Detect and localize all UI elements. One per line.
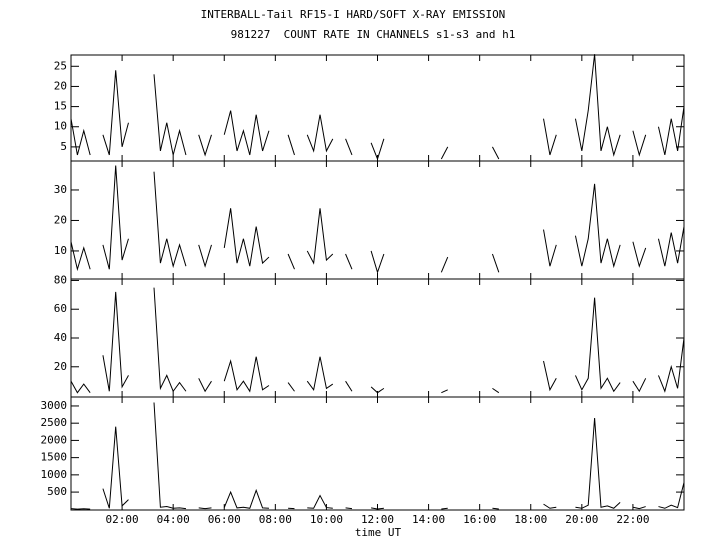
y-tick-label: 20 [54, 213, 67, 226]
data-line [153, 171, 187, 269]
data-line [543, 118, 557, 156]
data-line [223, 488, 269, 509]
panel-frame [70, 54, 685, 162]
panel-frame [70, 160, 685, 280]
data-line [491, 146, 500, 160]
y-tick-label: 10 [54, 120, 67, 133]
x-tick-label: 12:00 [361, 513, 394, 526]
data-line [574, 54, 621, 157]
data-line [70, 118, 91, 156]
data-line [543, 503, 557, 509]
chart-subtitle: 981227 COUNT RATE IN CHANNELS s1-s3 and … [231, 28, 516, 41]
x-tick-label: 18:00 [514, 513, 547, 526]
data-line [306, 208, 334, 265]
x-tick-label: 14:00 [412, 513, 445, 526]
data-line [440, 256, 449, 273]
y-tick-label: 25 [54, 59, 67, 72]
x-tick-label: 02:00 [106, 513, 139, 526]
data-line [440, 146, 449, 160]
x-tick-label: 08:00 [259, 513, 292, 526]
data-line [287, 134, 295, 156]
data-line [543, 360, 557, 392]
y-tick-label: 10 [54, 244, 67, 257]
data-line [153, 287, 187, 393]
y-tick-label: 40 [54, 331, 67, 344]
x-axis-label: time UT [355, 526, 402, 539]
x-tick-label: 20:00 [565, 513, 598, 526]
data-line [657, 337, 685, 393]
data-line [70, 508, 91, 510]
data-line [492, 507, 499, 510]
y-tick-label: 60 [54, 302, 67, 315]
data-line [345, 253, 353, 270]
data-line [441, 507, 448, 510]
x-tick-label: 10:00 [310, 513, 343, 526]
data-line [102, 70, 129, 156]
data-line [574, 297, 621, 393]
data-line [370, 250, 385, 274]
x-tick-label: 22:00 [616, 513, 649, 526]
y-tick-label: 5 [60, 140, 67, 153]
y-tick-label: 3000 [41, 399, 68, 412]
x-tick-label: 04:00 [157, 513, 190, 526]
data-line [102, 291, 129, 392]
x-tick-label: 06:00 [208, 513, 241, 526]
data-line [632, 506, 646, 510]
y-tick-label: 2000 [41, 433, 68, 446]
data-line [658, 482, 685, 509]
data-line [345, 380, 353, 392]
data-line [198, 507, 212, 510]
y-tick-label: 2500 [41, 416, 68, 429]
data-line [575, 417, 621, 509]
data-line [345, 507, 353, 510]
data-line [492, 387, 500, 394]
data-line [657, 106, 685, 156]
data-line [657, 226, 685, 267]
data-line [153, 74, 187, 156]
data-line [543, 229, 557, 267]
y-tick-label: 20 [54, 79, 67, 92]
data-line [198, 378, 212, 393]
data-line [306, 356, 334, 392]
data-line [70, 241, 91, 272]
y-tick-label: 20 [54, 360, 67, 373]
data-line [370, 138, 385, 161]
y-tick-label: 80 [54, 273, 67, 286]
data-line [223, 208, 270, 267]
data-line [307, 494, 333, 509]
data-line [102, 426, 129, 509]
data-line [223, 356, 270, 393]
data-line [491, 253, 500, 273]
data-line [371, 507, 384, 510]
data-line [574, 183, 621, 269]
data-line [287, 382, 295, 392]
data-line [345, 138, 353, 156]
chart-title: INTERBALL-Tail RF15-I HARD/SOFT X-RAY EM… [201, 8, 506, 21]
data-line [198, 134, 212, 157]
data-line [441, 389, 448, 394]
data-line [306, 114, 334, 153]
y-tick-label: 1000 [41, 468, 68, 481]
data-line [102, 165, 129, 270]
data-line [70, 380, 91, 394]
data-line [287, 253, 295, 270]
data-line [223, 110, 270, 156]
y-tick-label: 500 [47, 485, 67, 498]
data-line [153, 402, 186, 510]
data-line [370, 386, 385, 394]
data-line [632, 130, 647, 157]
data-line [632, 241, 647, 268]
panel-frame [70, 278, 685, 398]
y-tick-label: 30 [54, 183, 67, 196]
x-tick-label: 16:00 [463, 513, 496, 526]
y-tick-label: 1500 [41, 451, 68, 464]
y-tick-label: 15 [54, 100, 67, 113]
data-line [632, 378, 647, 393]
data-line [198, 244, 212, 268]
